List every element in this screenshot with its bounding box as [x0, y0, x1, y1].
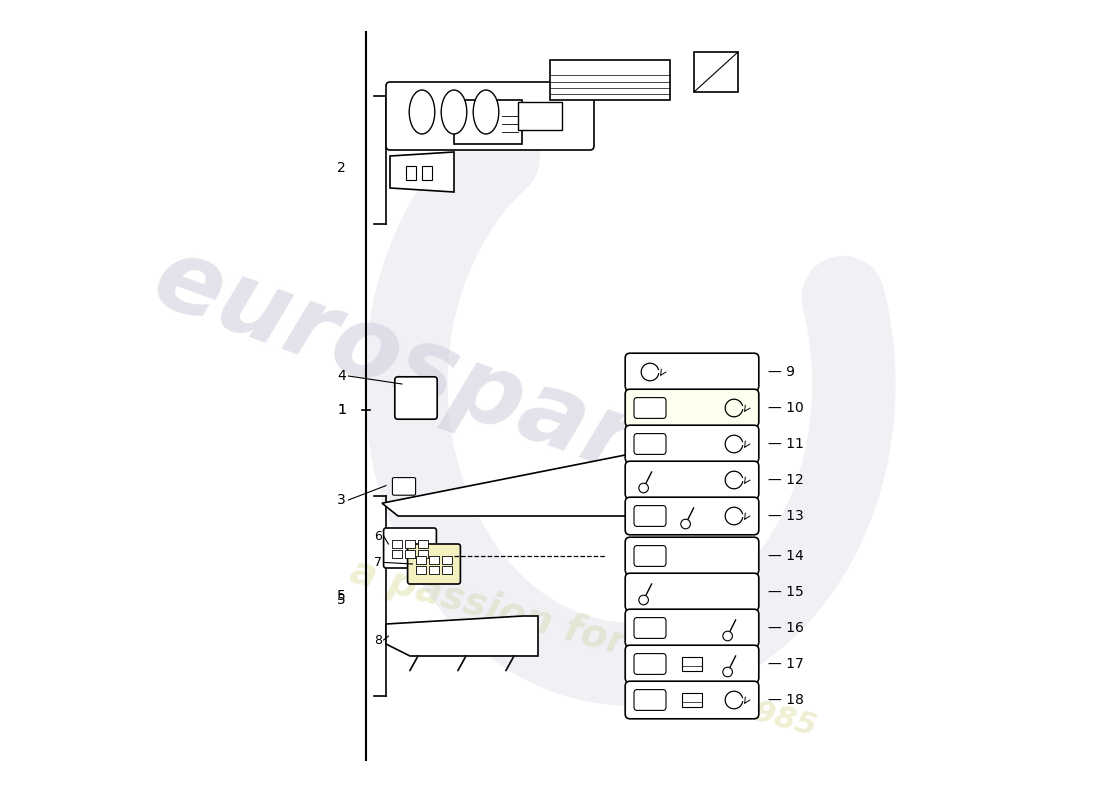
Ellipse shape — [409, 90, 434, 134]
Bar — [393, 540, 402, 548]
Text: 1: 1 — [337, 402, 346, 417]
Text: — 17: — 17 — [769, 657, 804, 671]
FancyBboxPatch shape — [634, 690, 665, 710]
Bar — [406, 166, 416, 180]
Bar — [518, 102, 562, 130]
Text: since 1985: since 1985 — [632, 666, 820, 742]
Text: — 9: — 9 — [769, 365, 795, 379]
FancyBboxPatch shape — [625, 390, 759, 427]
Bar — [418, 540, 428, 548]
Bar — [682, 657, 702, 671]
Bar — [429, 556, 439, 564]
Text: a passion for parts: a passion for parts — [345, 552, 755, 696]
Text: 8: 8 — [374, 634, 382, 646]
Text: 3: 3 — [338, 493, 346, 507]
Polygon shape — [382, 452, 686, 516]
Text: — 13: — 13 — [769, 509, 804, 523]
Circle shape — [639, 595, 648, 605]
Text: 6: 6 — [374, 530, 382, 542]
Text: 5: 5 — [338, 593, 346, 607]
Text: 5: 5 — [338, 589, 346, 603]
Bar — [422, 166, 431, 180]
Bar — [405, 540, 415, 548]
FancyBboxPatch shape — [408, 544, 461, 584]
Polygon shape — [386, 616, 538, 656]
FancyBboxPatch shape — [625, 682, 759, 718]
Text: 7: 7 — [374, 556, 382, 569]
FancyBboxPatch shape — [395, 377, 437, 419]
FancyBboxPatch shape — [634, 398, 665, 418]
Circle shape — [723, 667, 733, 677]
Bar — [393, 550, 402, 558]
FancyBboxPatch shape — [625, 573, 759, 611]
Text: — 12: — 12 — [769, 473, 804, 487]
Circle shape — [723, 631, 733, 641]
Text: eurospares: eurospares — [140, 230, 768, 538]
FancyBboxPatch shape — [634, 546, 665, 566]
FancyBboxPatch shape — [393, 478, 416, 495]
Text: — 14: — 14 — [769, 549, 804, 563]
FancyBboxPatch shape — [634, 434, 665, 454]
Bar — [442, 566, 452, 574]
FancyBboxPatch shape — [625, 426, 759, 462]
FancyBboxPatch shape — [634, 654, 665, 674]
Bar — [418, 550, 428, 558]
Bar — [429, 566, 439, 574]
Bar — [694, 52, 738, 92]
Bar — [405, 550, 415, 558]
Ellipse shape — [441, 90, 466, 134]
FancyBboxPatch shape — [625, 610, 759, 646]
Bar — [682, 693, 702, 707]
Bar — [442, 556, 452, 564]
Bar — [454, 100, 522, 144]
Bar — [417, 556, 426, 564]
Text: — 11: — 11 — [769, 437, 804, 451]
Text: 1: 1 — [337, 402, 346, 417]
Text: — 10: — 10 — [769, 401, 804, 415]
Text: — 18: — 18 — [769, 693, 804, 707]
FancyBboxPatch shape — [625, 461, 759, 499]
FancyBboxPatch shape — [625, 645, 759, 682]
Circle shape — [681, 519, 691, 529]
FancyBboxPatch shape — [625, 353, 759, 390]
FancyBboxPatch shape — [386, 82, 594, 150]
Bar — [550, 60, 670, 100]
FancyBboxPatch shape — [625, 538, 759, 574]
FancyBboxPatch shape — [625, 498, 759, 534]
Text: — 16: — 16 — [769, 621, 804, 635]
FancyBboxPatch shape — [384, 528, 437, 568]
Circle shape — [639, 483, 648, 493]
Polygon shape — [390, 152, 454, 192]
Ellipse shape — [473, 90, 498, 134]
Text: 2: 2 — [338, 161, 346, 175]
FancyBboxPatch shape — [634, 506, 665, 526]
Text: — 15: — 15 — [769, 585, 804, 599]
FancyBboxPatch shape — [634, 618, 665, 638]
Bar — [417, 566, 426, 574]
Text: 4: 4 — [338, 369, 346, 383]
